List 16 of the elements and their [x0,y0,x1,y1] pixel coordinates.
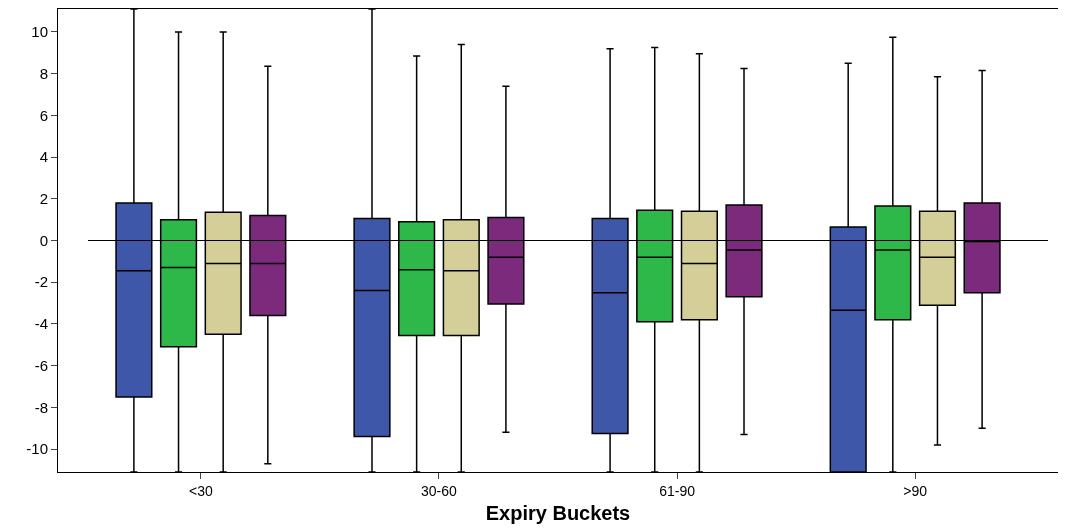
x-tick-label: 61-90 [659,482,696,499]
x-tick-label: >90 [903,482,928,499]
y-tick-label: -4 [34,315,48,333]
y-tick-label: 0 [39,231,48,249]
y-tick-label: -6 [34,356,48,374]
y-tick-label: 6 [39,106,48,124]
x-tick-label: <30 [188,482,213,499]
y-tick-label: 4 [39,148,48,166]
y-tick-label: -10 [26,440,48,458]
y-tick-label: -2 [34,273,48,291]
y-tick-label: -8 [34,398,48,416]
x-tick-label: 30-60 [421,482,458,499]
y-tick-label: 2 [39,190,48,208]
y-tick-label: 8 [39,64,48,82]
x-axis-title: Expiry Buckets [485,502,631,525]
y-tick-label: 10 [31,23,48,41]
